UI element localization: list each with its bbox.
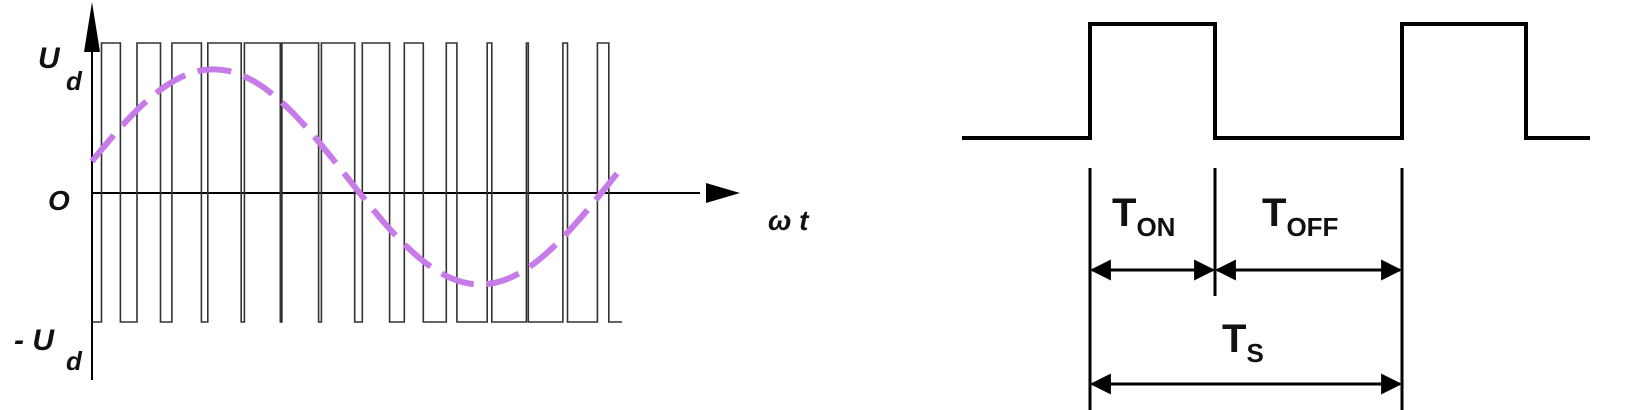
modulating-sine-wave — [89, 66, 625, 288]
pulse-waveform — [962, 22, 1590, 140]
x-axis-arrowhead — [706, 183, 740, 203]
ton-label-sub: ON — [1136, 212, 1175, 242]
y-label-main: U — [38, 42, 61, 75]
ts-label: TS — [1222, 317, 1264, 368]
pwm-pulse-path — [92, 42, 622, 323]
toff-label-sub: OFF — [1286, 212, 1338, 242]
ts-label-sub: S — [1246, 338, 1263, 368]
pwm-diagram: U d O - U d ω t — [14, 2, 810, 380]
pwm-pulse-train — [92, 42, 622, 323]
ts-label-main: T — [1222, 317, 1246, 361]
x-axis-label: ω t — [768, 205, 810, 236]
ton-label-main: T — [1112, 191, 1136, 235]
origin-label: O — [48, 185, 70, 216]
neg-y-label-sub: d — [66, 346, 83, 376]
timing-diagram: TON TOFF TS — [962, 22, 1590, 410]
toff-label: TOFF — [1262, 191, 1338, 242]
toff-label-main: T — [1262, 191, 1286, 235]
ton-label: TON — [1112, 191, 1175, 242]
neg-y-label: - U — [14, 324, 55, 357]
y-label-sub: d — [66, 66, 83, 96]
y-axis-arrowhead — [84, 2, 100, 52]
